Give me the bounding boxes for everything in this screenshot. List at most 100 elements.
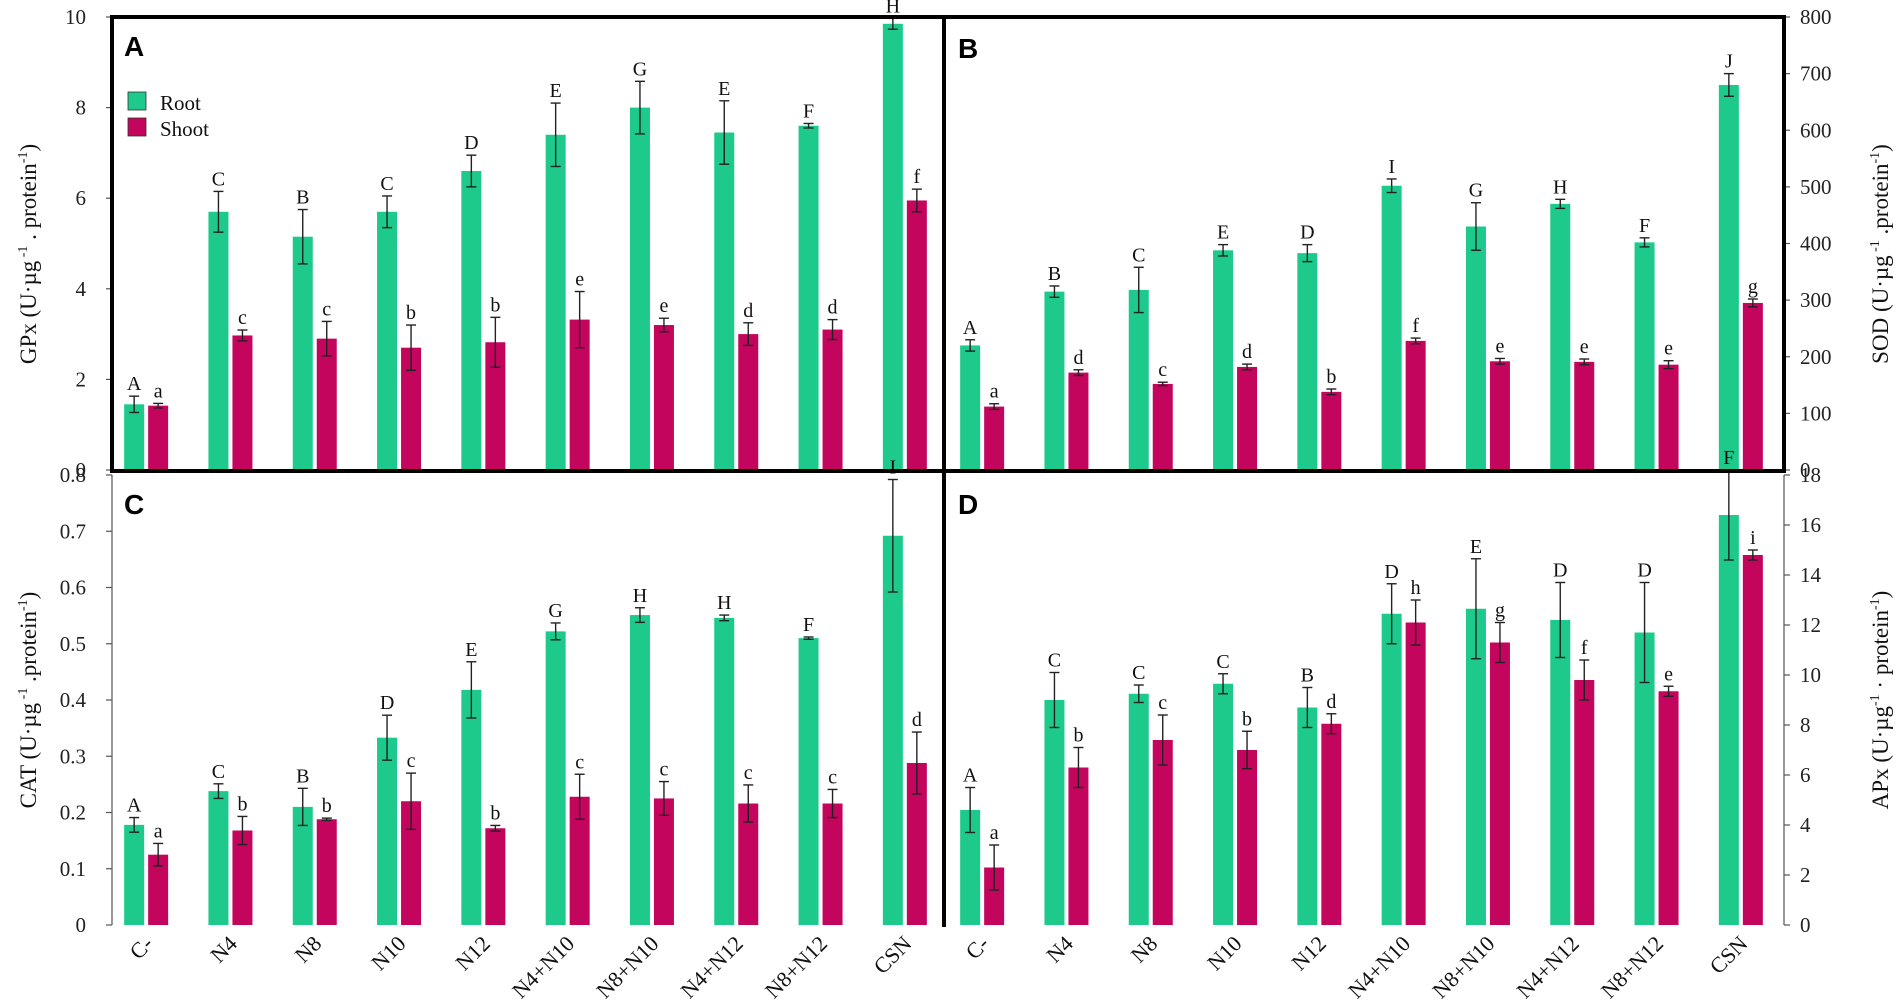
bar-shoot-a (738, 334, 759, 470)
y-title-cat-sup2: -1 (16, 599, 31, 611)
sig-letter-root-b: C (1132, 244, 1145, 266)
y-tick-label-a: 10 (65, 5, 86, 29)
y-axis-title-apx: APx (U·µg-1 · protein-1) (1868, 591, 1893, 810)
sig-letter-root-b: A (963, 317, 978, 339)
y-tick-label-b: 0 (1800, 458, 1811, 482)
x-category-label-d: CSN (1704, 931, 1752, 979)
y-title-cat-sup1: -1 (16, 688, 31, 703)
y-title-gpx-main: GPx (U·µg (16, 260, 41, 364)
y-axis-title-sod: SOD (U·µg -1 .protein-1) (1868, 144, 1893, 364)
y-title-sod-mid: .protein (1868, 163, 1893, 240)
y-tick-label-d: 6 (1800, 763, 1811, 787)
sig-letter-root-d: C (1048, 650, 1061, 672)
y-tick-label-b: 600 (1800, 118, 1832, 142)
y-tick-label-a: 6 (76, 186, 87, 210)
y-axis-title-gpx: GPx (U·µg -1 . protein-1) (16, 144, 41, 364)
bar-root-c (629, 615, 650, 925)
panel-letter-d: D (958, 489, 978, 520)
bar-shoot-b (1658, 364, 1679, 470)
bar-shoot-d (1742, 555, 1763, 925)
sig-letter-root-a: A (127, 373, 142, 395)
sig-letter-shoot-c: c (744, 762, 753, 784)
bar-root-c (292, 806, 313, 925)
sig-letter-shoot-c: d (912, 709, 922, 731)
bar-shoot-c (232, 830, 253, 925)
y-tick-label-c: 0.3 (60, 744, 86, 768)
sig-letter-shoot-b: e (1496, 335, 1505, 357)
sig-letter-root-c: H (633, 585, 647, 607)
bar-root-d (1634, 632, 1655, 925)
y-title-apx-mid: · protein (1868, 610, 1893, 695)
legend-label-root: Root (160, 91, 201, 115)
y-tick-label-b: 200 (1800, 345, 1832, 369)
y-tick-label-c: 0.2 (60, 801, 86, 825)
sig-letter-root-d: D (1384, 561, 1398, 583)
bar-shoot-b (1321, 391, 1342, 470)
x-category-label-c: N8 (290, 931, 327, 968)
panel-a: 0 2 4 6 8 10 A a Cc Bc Cb Db Ee Ge Ed Fd Hf (65, 0, 927, 482)
sig-letter-root-a: B (296, 187, 309, 209)
bar-shoot-b (1068, 372, 1089, 470)
panel-letter-a: A (124, 31, 144, 62)
bar-shoot-c (485, 828, 506, 925)
bar-shoot-d (984, 867, 1005, 925)
y-tick-label-d: 8 (1800, 713, 1811, 737)
x-category-label-d: N4+N10 (1343, 931, 1415, 1003)
sig-letter-shoot-d: c (1158, 692, 1167, 714)
bar-root-b (1044, 291, 1065, 470)
y-title-sod-sup1: -1 (1868, 240, 1883, 255)
legend-swatch-root (127, 91, 147, 111)
sig-letter-root-c: H (717, 592, 731, 614)
sig-letter-shoot-b: a (990, 381, 999, 403)
bar-root-d (1044, 700, 1065, 925)
bar-shoot-a (906, 200, 927, 470)
sig-letter-shoot-b: g (1748, 276, 1758, 298)
bar-shoot-b (1152, 383, 1173, 470)
x-category-label-d: N8+N12 (1596, 931, 1668, 1003)
bar-shoot-b (1742, 302, 1763, 470)
bar-root-d (1465, 608, 1486, 925)
bar-root-c (714, 617, 735, 925)
y-tick-label-b: 300 (1800, 288, 1832, 312)
bar-shoot-c (148, 854, 169, 925)
x-category-label-c: N8+N10 (591, 931, 663, 1003)
sig-letter-root-b: I (1388, 156, 1395, 178)
x-category-label-d: N4+N12 (1512, 931, 1584, 1003)
y-title-sod-main: SOD (U·µg (1868, 255, 1893, 364)
y-title-apx-sup2: -1 (1868, 598, 1883, 610)
bar-shoot-a (485, 342, 506, 470)
sig-letter-shoot-c: c (828, 766, 837, 788)
sig-letter-root-b: D (1300, 222, 1314, 244)
bar-root-b (1381, 185, 1402, 470)
bar-root-d (960, 810, 981, 925)
sig-letter-root-a: G (633, 58, 647, 80)
bar-shoot-c (569, 796, 590, 925)
sig-letter-shoot-d: e (1664, 663, 1673, 685)
bar-shoot-a (653, 325, 674, 470)
bar-root-c (377, 737, 398, 925)
bar-shoot-b (1237, 366, 1258, 470)
sig-letter-root-d: C (1132, 662, 1145, 684)
sig-letter-shoot-b: e (1664, 338, 1673, 360)
y-tick-label-b: 100 (1800, 401, 1832, 425)
bar-root-a (714, 132, 735, 470)
sig-letter-shoot-a: d (828, 297, 838, 319)
sig-letter-root-d: C (1216, 651, 1229, 673)
bar-shoot-a (232, 335, 253, 470)
y-tick-label-c: 0.8 (60, 463, 86, 487)
y-tick-label-a: 0 (76, 458, 87, 482)
sig-letter-shoot-d: i (1750, 527, 1756, 549)
sig-letter-root-d: D (1553, 560, 1567, 582)
bar-root-b (1465, 226, 1486, 470)
bar-root-a (208, 211, 229, 471)
bar-shoot-d (1152, 740, 1173, 925)
bar-shoot-c (906, 763, 927, 925)
y-tick-label-b: 500 (1800, 175, 1832, 199)
bar-shoot-c (401, 801, 422, 925)
sig-letter-root-b: H (1553, 176, 1567, 198)
bar-shoot-a (822, 329, 843, 470)
panel-b: 0 100 200 300 400 500 600 700 800 Aa Bd Cc Ed Db If Ge H… (960, 5, 1832, 482)
sig-letter-shoot-d: h (1411, 577, 1421, 599)
x-category-label-d: N8+N10 (1427, 931, 1499, 1003)
y-tick-label-d: 14 (1800, 563, 1822, 587)
